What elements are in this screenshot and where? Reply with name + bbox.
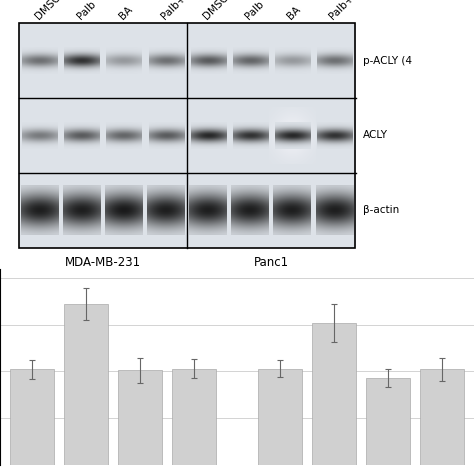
Text: DMSO: DMSO <box>201 0 231 22</box>
Bar <box>187 173 356 248</box>
Bar <box>10 370 55 465</box>
Bar <box>312 323 356 465</box>
Bar <box>172 369 216 465</box>
Text: β-actin: β-actin <box>363 205 399 215</box>
Bar <box>419 370 464 465</box>
Bar <box>187 23 356 98</box>
Text: Panc1: Panc1 <box>254 255 289 269</box>
Text: Palb: Palb <box>243 0 266 22</box>
Bar <box>118 370 162 465</box>
Text: DMSO: DMSO <box>33 0 63 22</box>
Text: p-ACLY (4: p-ACLY (4 <box>363 55 411 65</box>
Bar <box>187 98 356 173</box>
Bar <box>19 173 187 248</box>
Text: BA: BA <box>285 5 302 22</box>
Text: Palb: Palb <box>75 0 98 22</box>
Text: MDA-MB-231: MDA-MB-231 <box>65 255 141 269</box>
Bar <box>19 23 355 248</box>
Text: Palb+BA: Palb+BA <box>159 0 198 22</box>
Bar <box>19 23 187 98</box>
Text: Palb+BA: Palb+BA <box>328 0 366 22</box>
Bar <box>258 369 302 465</box>
Bar <box>64 304 108 465</box>
Bar <box>366 378 410 465</box>
Bar <box>19 98 187 173</box>
Text: BA: BA <box>117 5 134 22</box>
Text: ACLY: ACLY <box>363 130 388 140</box>
